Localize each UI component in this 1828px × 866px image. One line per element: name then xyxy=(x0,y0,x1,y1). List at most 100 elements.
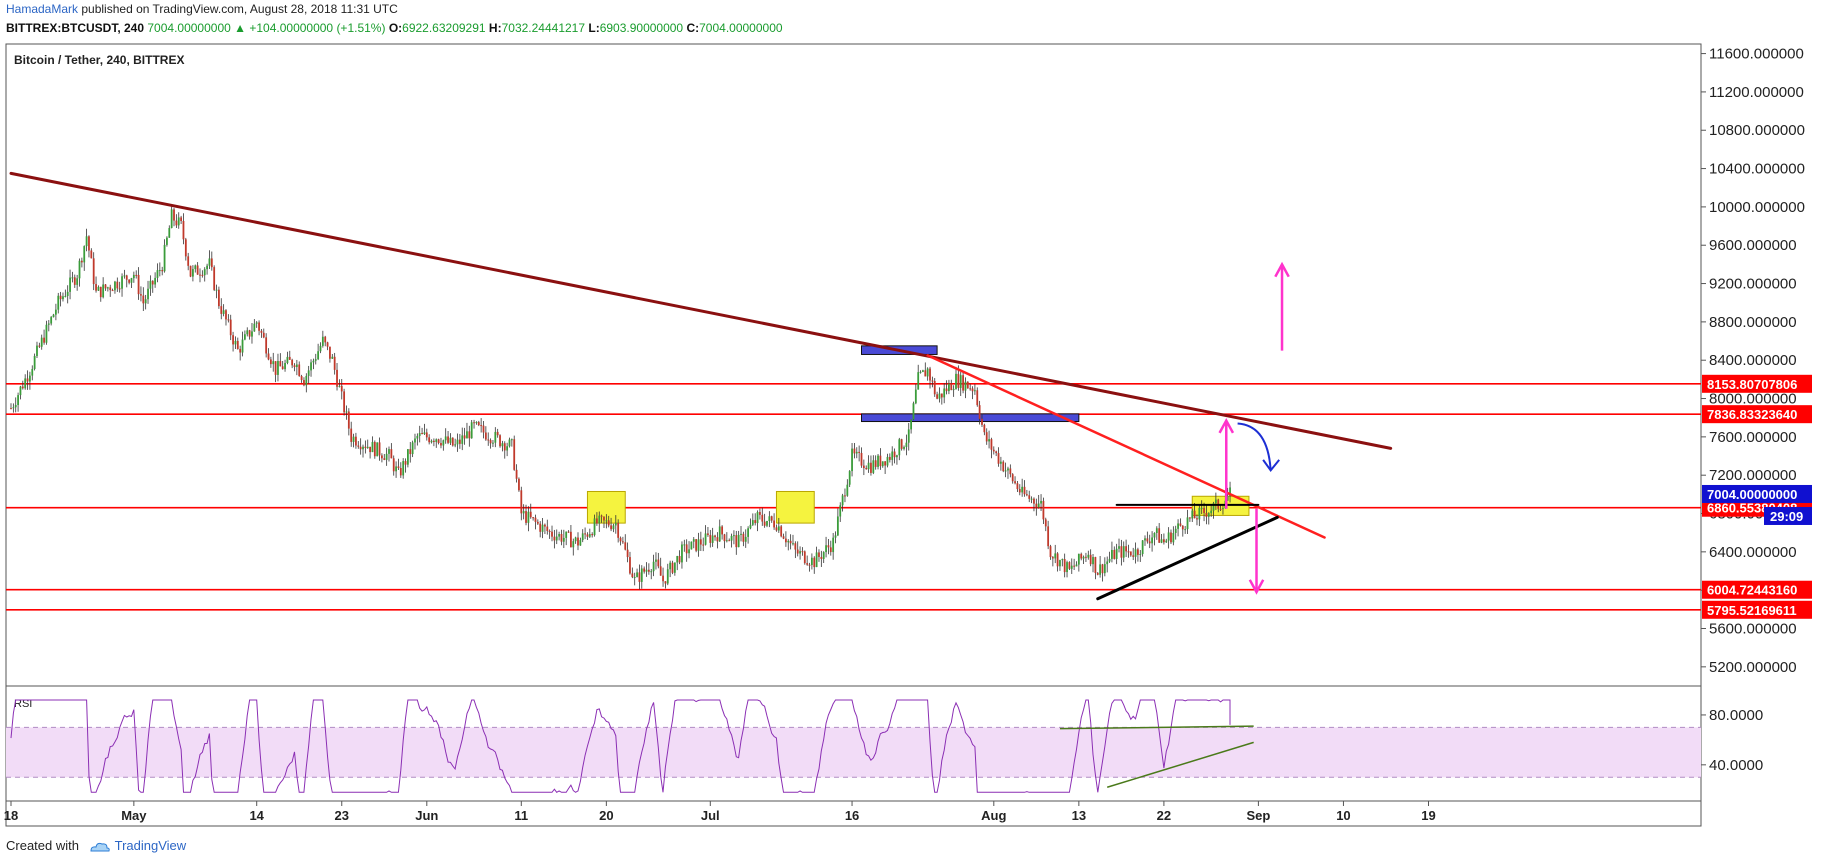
candle-body xyxy=(827,545,830,548)
candle-body xyxy=(872,460,875,473)
candle-body xyxy=(803,551,806,564)
candle-body xyxy=(1160,539,1163,543)
candle-body xyxy=(510,439,513,441)
candle-body xyxy=(676,556,679,563)
rsi-pane xyxy=(10,699,1254,793)
author-link[interactable]: HamadaMark xyxy=(6,2,79,16)
change-value: ▲ +104.00000000 (+1.51%) xyxy=(234,21,386,35)
candle-body xyxy=(43,337,45,343)
candle-body xyxy=(917,372,920,390)
candle-body xyxy=(763,521,766,526)
drawing-arrows[interactable] xyxy=(1218,261,1290,595)
candle-body xyxy=(929,368,931,381)
candle-body xyxy=(754,520,757,524)
countdown-label: 29:09 xyxy=(1770,509,1803,524)
candle-body xyxy=(357,445,360,447)
candle-body xyxy=(355,436,357,446)
candle-body xyxy=(787,540,790,543)
candle-body xyxy=(1030,498,1033,500)
candle-body xyxy=(414,438,416,443)
candle-body xyxy=(19,386,22,396)
price-tick-label: 5200.000000 xyxy=(1709,659,1797,676)
candle-body xyxy=(1188,517,1191,519)
candle-body xyxy=(484,432,487,440)
candle-body xyxy=(1101,564,1104,574)
candle-body xyxy=(950,383,953,391)
candle-body xyxy=(496,431,499,436)
tradingview-link[interactable]: TradingView xyxy=(114,838,187,853)
candle-body xyxy=(740,533,742,535)
time-axis[interactable]: 18 May 14 23 Jun 11 20 Jul 16 Aug 13 22 Sep 10 19 xyxy=(4,801,1436,823)
candle-body xyxy=(239,348,242,353)
candle-body xyxy=(482,425,485,433)
candle-body xyxy=(232,335,234,345)
price-axis[interactable]: 11600.000000 11200.000000 10800.000000 1040… xyxy=(1701,46,1805,774)
candle-body xyxy=(834,535,837,538)
candle-body xyxy=(879,455,882,467)
candle-body xyxy=(451,437,454,446)
candle-body xyxy=(832,537,835,553)
candle-body xyxy=(775,527,778,531)
candle-body xyxy=(586,534,589,537)
candle-body xyxy=(326,342,329,347)
level-price-tag: 7836.83323640 xyxy=(1707,407,1797,422)
candle-body xyxy=(1113,549,1116,559)
candle-body xyxy=(822,552,825,559)
candle-body xyxy=(659,566,662,576)
candle-body xyxy=(503,443,506,451)
candle-body xyxy=(893,451,896,458)
candle-body xyxy=(945,388,948,392)
candle-body xyxy=(905,442,908,448)
candle-body xyxy=(1011,474,1014,482)
candle-body xyxy=(352,436,355,442)
candle-body xyxy=(395,466,397,472)
time-tick-label: Jun xyxy=(415,808,438,823)
candle-body xyxy=(404,461,407,465)
candle-body xyxy=(135,274,138,276)
candle-body xyxy=(373,441,376,457)
candle-body xyxy=(71,277,74,279)
candle-body xyxy=(768,516,771,521)
candle-body xyxy=(562,537,565,542)
candle-body xyxy=(218,289,220,307)
price-tick-label: 10400.000000 xyxy=(1709,161,1805,178)
time-tick-label: 20 xyxy=(599,808,613,823)
candle-body xyxy=(747,528,749,537)
time-tick-label: 23 xyxy=(335,808,349,823)
breakdown-arrow-head xyxy=(1248,579,1265,595)
candle-body xyxy=(390,449,393,459)
candle-body xyxy=(423,432,426,435)
candle-body xyxy=(102,284,105,298)
candle-body xyxy=(1222,508,1224,510)
candle-body xyxy=(657,559,660,567)
candle-body xyxy=(225,310,227,320)
trendlines[interactable] xyxy=(9,171,1393,601)
candle-body xyxy=(262,332,265,338)
candle-body xyxy=(1089,554,1092,565)
candle-body xyxy=(444,436,447,441)
candle-body xyxy=(1148,541,1151,544)
candle-body xyxy=(631,573,634,578)
candle-body xyxy=(1023,486,1026,495)
candle-body xyxy=(650,571,653,573)
price-tick-label: 10800.000000 xyxy=(1709,122,1805,139)
candle-body xyxy=(974,390,976,392)
candle-body xyxy=(59,295,62,300)
rsi-tick-label: 40.0000 xyxy=(1709,757,1763,774)
candle-body xyxy=(910,419,913,430)
candle-body xyxy=(319,345,322,352)
up-target-arrow-head xyxy=(1274,261,1290,278)
level-price-tag: 8153.80707806 xyxy=(1707,377,1797,392)
candle-body xyxy=(1016,483,1019,490)
candle-body xyxy=(24,378,27,389)
candle-body xyxy=(1099,564,1102,575)
candle-body xyxy=(860,452,863,466)
candle-body xyxy=(848,471,851,485)
candle-body xyxy=(1198,507,1201,520)
candle-body xyxy=(971,388,974,392)
candle-body xyxy=(274,361,277,375)
candle-body xyxy=(900,439,903,449)
candle-body xyxy=(340,385,343,392)
candle-body xyxy=(123,275,126,277)
